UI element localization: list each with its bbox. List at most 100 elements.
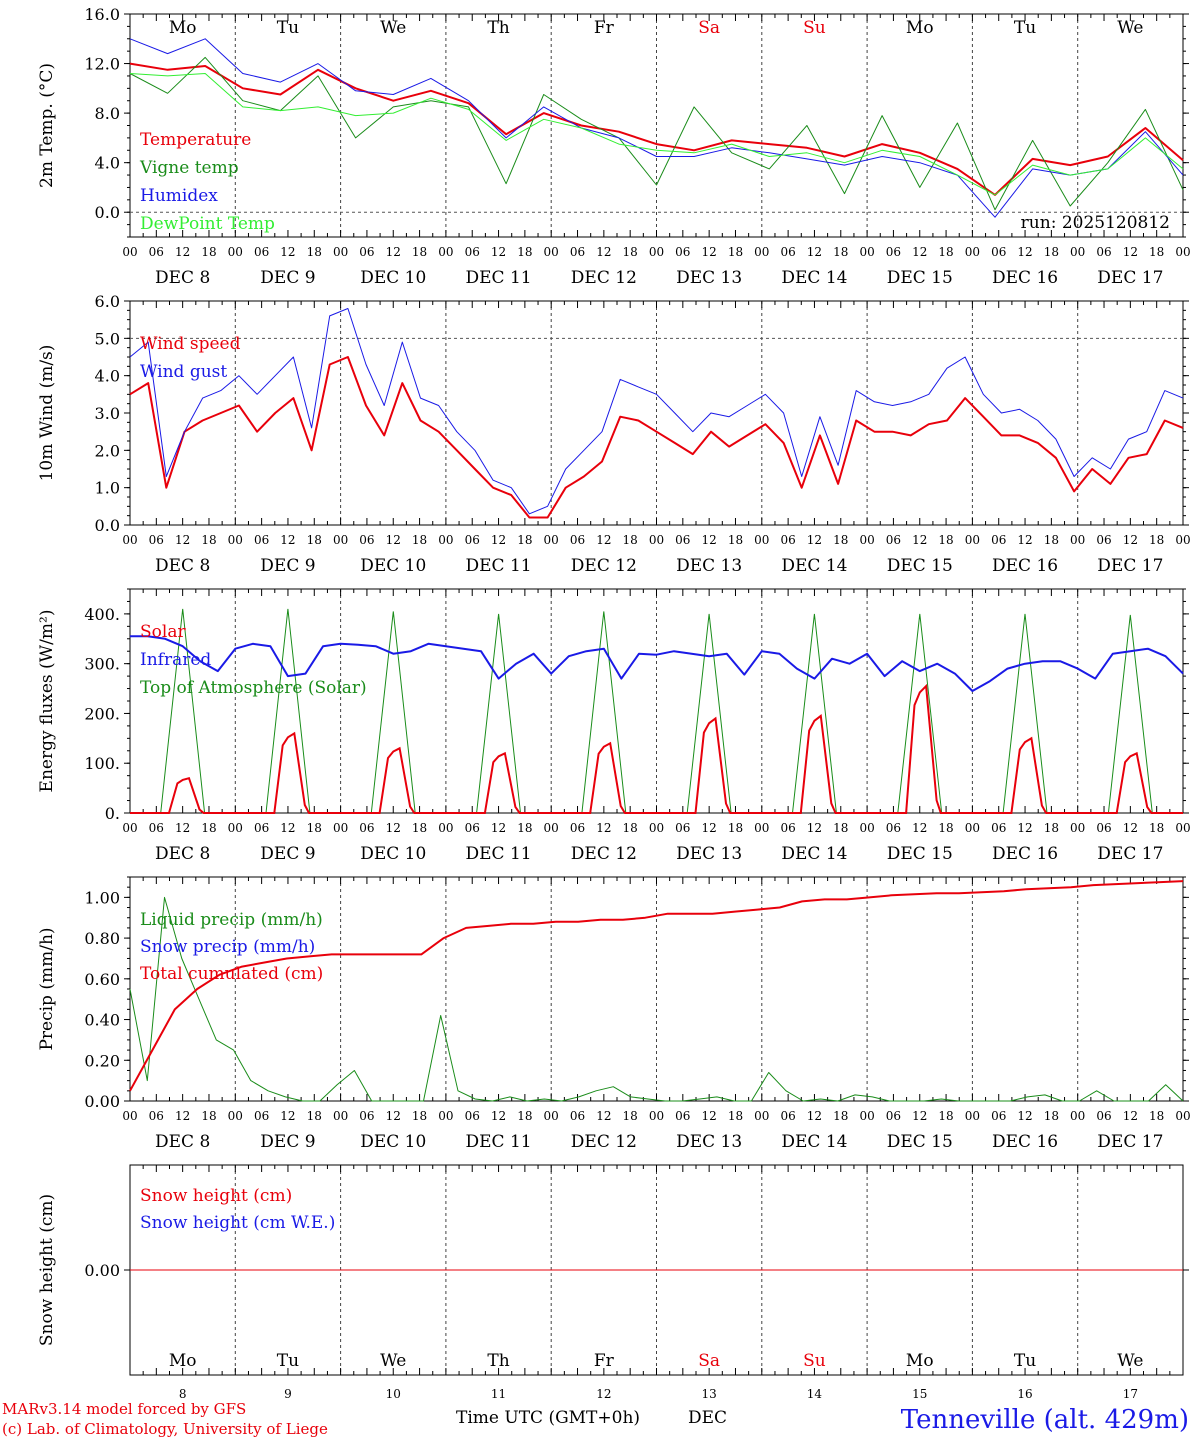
day-number-label: 15 bbox=[912, 1387, 927, 1401]
energy-date-label: DEC 10 bbox=[360, 844, 426, 864]
energy-hour-label: 18 bbox=[623, 821, 638, 835]
precip-date-label: DEC 15 bbox=[887, 1132, 953, 1152]
wind-hour-label: 12 bbox=[912, 533, 927, 547]
precip-date-label: DEC 16 bbox=[992, 1132, 1058, 1152]
day-number-label: 10 bbox=[386, 1387, 401, 1401]
wind-hour-label: 06 bbox=[991, 533, 1006, 547]
precip-series-2-line bbox=[129, 880, 1184, 1092]
energy-hour-label: 18 bbox=[201, 821, 216, 835]
temp-hour-label: 00 bbox=[1070, 245, 1085, 259]
wind-hour-label: 12 bbox=[807, 533, 822, 547]
weekday-label-top: Mo bbox=[169, 18, 197, 38]
wind-ytick-label: 4.0 bbox=[95, 367, 120, 386]
weekday-label-top: Mo bbox=[906, 18, 934, 38]
wind-ytick-label: 6.0 bbox=[95, 292, 120, 311]
temp-hour-label: 00 bbox=[859, 245, 874, 259]
precip-date-label: DEC 17 bbox=[1097, 1132, 1163, 1152]
panel-wind: 0.0 1.0 2.0 3.0 4.0 5.0 6.0 10m Wind (m/s) Wind … bbox=[37, 292, 1191, 576]
temp-hour-label: 06 bbox=[254, 245, 269, 259]
wind-hour-label-final: 00 bbox=[1175, 533, 1190, 547]
day-number-label: 8 bbox=[179, 1387, 187, 1401]
day-number-label: 9 bbox=[284, 1387, 292, 1401]
wind-hour-label: 06 bbox=[886, 533, 901, 547]
precip-hour-label: 00 bbox=[754, 1109, 769, 1123]
temp-hour-label: 12 bbox=[491, 245, 506, 259]
precip-ytick-label: 0.60 bbox=[84, 970, 120, 989]
energy-hour-label: 06 bbox=[1096, 821, 1111, 835]
weekday-label-bottom: We bbox=[1117, 1351, 1143, 1371]
temp-hour-label-final: 00 bbox=[1175, 245, 1190, 259]
day-number-label: 14 bbox=[807, 1387, 823, 1401]
wind-hour-label: 06 bbox=[254, 533, 269, 547]
temp-hour-label: 12 bbox=[912, 245, 927, 259]
temp-legend-3: DewPoint Temp bbox=[140, 214, 275, 234]
energy-hour-label: 00 bbox=[1070, 821, 1085, 835]
temp-hour-label: 00 bbox=[754, 245, 769, 259]
precip-legend-0: Liquid precip (mm/h) bbox=[140, 910, 323, 930]
station-title: Tenneville (alt. 429m) bbox=[901, 1405, 1189, 1435]
snow-ylabel: Snow height (cm) bbox=[37, 1194, 57, 1346]
precip-hour-label: 18 bbox=[833, 1109, 848, 1123]
energy-hour-label: 12 bbox=[280, 821, 295, 835]
energy-hour-label: 18 bbox=[833, 821, 848, 835]
precip-hour-label: 06 bbox=[149, 1109, 164, 1123]
temp-series-1-line bbox=[129, 56, 1184, 211]
precip-hour-label: 00 bbox=[122, 1109, 137, 1123]
temp-date-label: DEC 12 bbox=[571, 268, 637, 288]
temp-hour-label: 18 bbox=[938, 245, 953, 259]
temp-legend-0: Temperature bbox=[140, 130, 251, 150]
wind-hour-label: 18 bbox=[938, 533, 953, 547]
wind-ytick-label: 0.0 bbox=[95, 516, 120, 535]
weekday-label-top: We bbox=[1117, 18, 1143, 38]
temp-hour-label: 06 bbox=[149, 245, 164, 259]
wind-hour-label: 18 bbox=[412, 533, 427, 547]
temp-date-label: DEC 13 bbox=[676, 268, 742, 288]
energy-hour-label: 12 bbox=[596, 821, 611, 835]
panel-precip: 0.00 0.20 0.40 0.60 0.80 1.00 Precip (mm/h) Liq… bbox=[37, 876, 1191, 1152]
precip-ytick-label: 0.40 bbox=[84, 1011, 120, 1030]
temp-hour-label: 18 bbox=[833, 245, 848, 259]
temp-hour-label: 18 bbox=[728, 245, 743, 259]
temp-hour-label: 00 bbox=[228, 245, 243, 259]
temp-hour-label: 12 bbox=[1123, 245, 1138, 259]
energy-hour-label: 12 bbox=[491, 821, 506, 835]
temp-hour-label: 06 bbox=[991, 245, 1006, 259]
wind-hour-label: 06 bbox=[359, 533, 374, 547]
energy-hour-label: 12 bbox=[1017, 821, 1032, 835]
energy-solar-line bbox=[130, 683, 1183, 814]
wind-hour-label: 00 bbox=[859, 533, 874, 547]
precip-hour-label: 06 bbox=[465, 1109, 480, 1123]
wind-hour-label: 18 bbox=[201, 533, 216, 547]
temp-hour-label: 18 bbox=[1044, 245, 1059, 259]
energy-hour-label: 00 bbox=[333, 821, 348, 835]
energy-hour-label: 00 bbox=[228, 821, 243, 835]
weekday-label-bottom: Mo bbox=[169, 1351, 197, 1371]
energy-hour-label: 18 bbox=[1044, 821, 1059, 835]
footer-model-text: MARv3.14 model forced by GFS bbox=[2, 1400, 246, 1418]
energy-legend-1: Infrared bbox=[140, 650, 211, 670]
energy-date-label: DEC 16 bbox=[992, 844, 1058, 864]
wind-hour-label: 06 bbox=[570, 533, 585, 547]
wind-hour-label: 18 bbox=[833, 533, 848, 547]
footer-lab-text: (c) Lab. of Climatology, University of L… bbox=[2, 1420, 328, 1438]
weekday-label-top: Th bbox=[487, 18, 509, 38]
energy-hour-label: 06 bbox=[254, 821, 269, 835]
energy-hour-label: 00 bbox=[965, 821, 980, 835]
wind-hour-label: 18 bbox=[623, 533, 638, 547]
energy-date-label: DEC 12 bbox=[571, 844, 637, 864]
temp-frame bbox=[129, 13, 1184, 238]
wind-date-label: DEC 11 bbox=[466, 556, 532, 576]
wind-hour-label: 00 bbox=[1070, 533, 1085, 547]
wind-hour-label: 00 bbox=[544, 533, 559, 547]
energy-hour-label: 18 bbox=[307, 821, 322, 835]
wind-hour-label: 12 bbox=[1017, 533, 1032, 547]
precip-hour-label: 06 bbox=[886, 1109, 901, 1123]
wind-hour-label: 00 bbox=[438, 533, 453, 547]
weekday-label-bottom: Th bbox=[487, 1351, 509, 1371]
wind-hour-label: 18 bbox=[1044, 533, 1059, 547]
temp-hour-label: 18 bbox=[1149, 245, 1164, 259]
temp-hour-label: 18 bbox=[623, 245, 638, 259]
energy-hour-label: 12 bbox=[175, 821, 190, 835]
precip-date-label: DEC 8 bbox=[155, 1132, 210, 1152]
temp-hour-label: 12 bbox=[386, 245, 401, 259]
